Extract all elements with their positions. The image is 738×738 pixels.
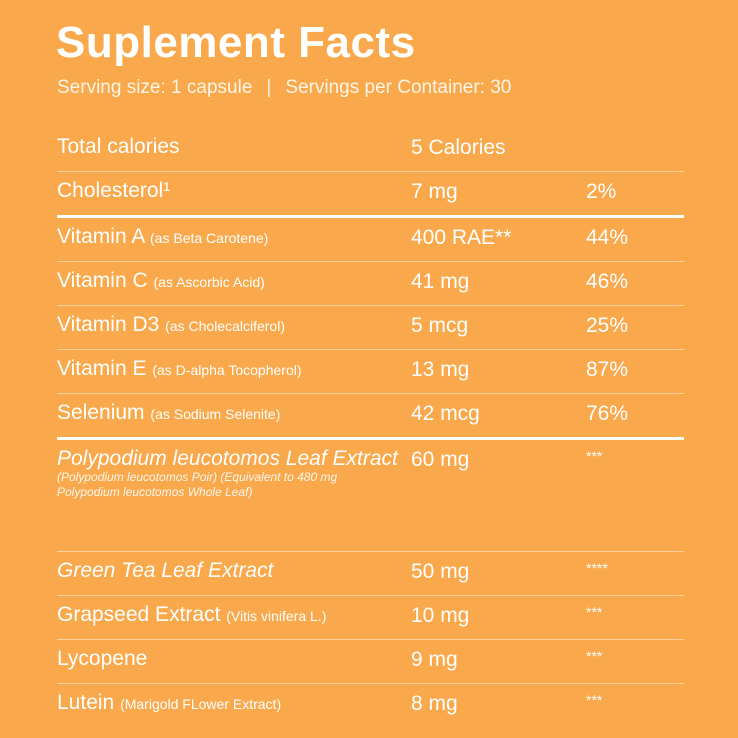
table-row: Vitamin A (as Beta Carotene) 400 RAE** 44% (57, 218, 684, 262)
amount: 400 RAE** (411, 226, 512, 249)
amount: 50 mg (411, 560, 470, 583)
name-text: Vitamin E (57, 357, 147, 380)
amount: 8 mg (411, 692, 458, 715)
separator: | (266, 77, 272, 98)
nutrient-name: Total calories (57, 135, 180, 158)
nutrient-note: (Marigold FLower Extract) (120, 696, 282, 712)
name-text: Polypodium leucotomos Leaf Extract (57, 447, 398, 470)
amount: 60 mg (411, 448, 470, 471)
nutrient-note: (as Sodium Selenite) (150, 406, 281, 422)
nutrient-name: Vitamin E (as D-alpha Tocopherol) (57, 358, 402, 381)
amount: 9 mg (411, 648, 458, 671)
serving-size: Serving size: 1 capsule (57, 77, 253, 98)
amount: 41 mg (411, 270, 470, 293)
daily-value: *** (586, 448, 603, 464)
nutrient-note: (Polypodium leucotomos Poir) (Equivalent… (57, 470, 338, 499)
amount: 5 Calories (411, 136, 506, 159)
table-row: Vitamin C (as Ascorbic Acid) 41 mg 46% (57, 262, 684, 306)
table-row: Lycopene 9 mg *** (57, 640, 684, 684)
table-row: Selenium (as Sodium Selenite) 42 mcg 76% (57, 394, 684, 440)
table-row: Lutein (Marigold FLower Extract) 8 mg *** (57, 684, 684, 727)
name-text: Vitamin A (57, 225, 145, 248)
nutrient-name: Lycopene (57, 647, 148, 670)
serving-info: Serving size: 1 capsule | Servings per Con… (57, 77, 511, 99)
amount: 10 mg (411, 604, 470, 627)
table-row: Cholesterol¹ 7 mg 2% (57, 172, 684, 218)
nutrient-note: (Vitis vinifera L.) (226, 608, 327, 624)
name-text: Lutein (57, 691, 115, 714)
nutrient-name: Polypodium leucotomos Leaf Extract (Polyp… (57, 448, 402, 500)
amount: 13 mg (411, 358, 470, 381)
daily-value: 46% (586, 270, 629, 293)
daily-value: *** (586, 604, 603, 620)
name-text: Vitamin D3 (57, 313, 160, 336)
nutrient-note: (as D-alpha Tocopherol) (152, 362, 302, 378)
amount: 5 mcg (411, 314, 469, 337)
table-row: Grapseed Extract (Vitis vinifera L.) 10 m… (57, 596, 684, 640)
nutrient-name: Cholesterol¹ (57, 179, 171, 202)
servings-per-container: Servings per Container: 30 (285, 77, 512, 98)
nutrient-note: (as Beta Carotene) (150, 230, 269, 246)
daily-value: 87% (586, 358, 629, 381)
nutrient-name: Lutein (Marigold FLower Extract) (57, 692, 402, 715)
nutrient-note: (as Ascorbic Acid) (153, 274, 265, 290)
daily-value: 2% (586, 180, 617, 203)
nutrient-name: Vitamin D3 (as Cholecalciferol) (57, 314, 402, 337)
table-row: Vitamin E (as D-alpha Tocopherol) 13 mg 87… (57, 350, 684, 394)
nutrient-name: Selenium (as Sodium Selenite) (57, 402, 402, 425)
table-row: Green Tea Leaf Extract 50 mg **** (57, 552, 684, 596)
nutrient-note: (as Cholecalciferol) (165, 318, 285, 334)
table-row: Total calories 5 Calories (57, 128, 684, 172)
nutrient-name: Green Tea Leaf Extract (57, 559, 274, 582)
daily-value: *** (586, 648, 603, 664)
daily-value: 44% (586, 226, 629, 249)
nutrient-name: Vitamin C (as Ascorbic Acid) (57, 270, 402, 293)
facts-table: Total calories 5 Calories Cholesterol¹ 7 m… (57, 128, 684, 727)
amount: 42 mcg (411, 402, 480, 425)
nutrient-name: Vitamin A (as Beta Carotene) (57, 226, 402, 249)
name-text: Vitamin C (57, 269, 148, 292)
nutrient-name: Grapseed Extract (Vitis vinifera L.) (57, 604, 402, 627)
page-title: Suplement Facts (56, 18, 416, 67)
table-row: Polypodium leucotomos Leaf Extract (Polyp… (57, 440, 684, 552)
name-text: Selenium (57, 401, 145, 424)
daily-value: 76% (586, 402, 629, 425)
table-row: Vitamin D3 (as Cholecalciferol) 5 mcg 25% (57, 306, 684, 350)
daily-value: *** (586, 692, 603, 708)
daily-value: **** (586, 560, 608, 576)
daily-value: 25% (586, 314, 629, 337)
name-text: Grapseed Extract (57, 603, 221, 626)
amount: 7 mg (411, 180, 458, 203)
